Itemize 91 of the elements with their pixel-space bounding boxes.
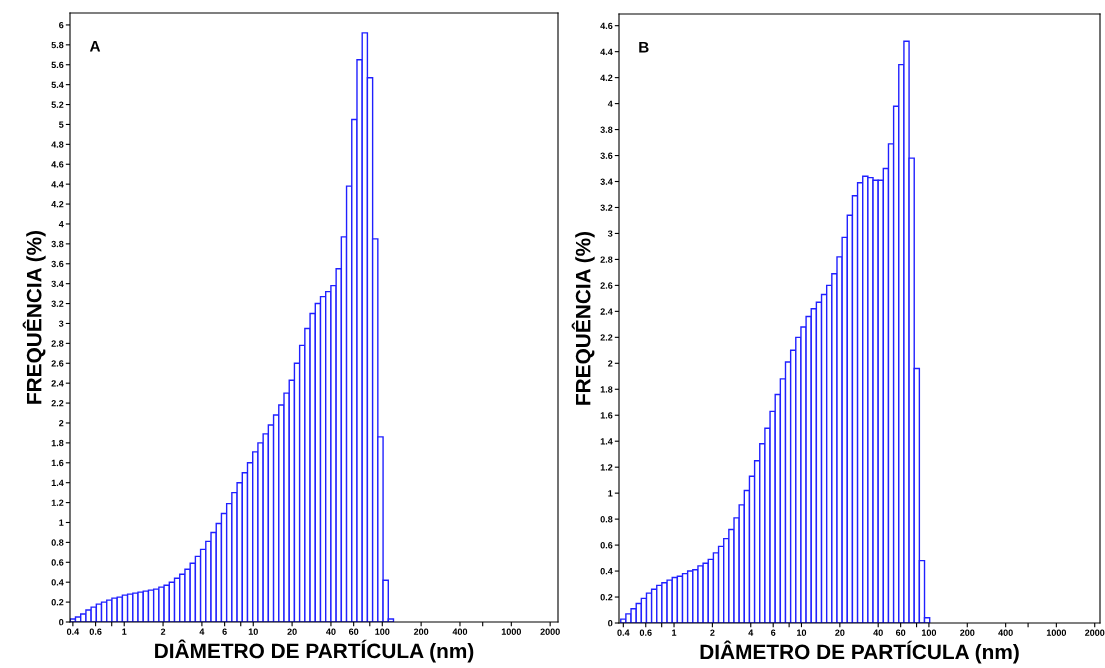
y-axis-title: FREQUÊNCIA (%) xyxy=(571,231,595,405)
y-tick-label: 0.4 xyxy=(600,568,613,575)
y-tick-label: 0.6 xyxy=(51,559,64,566)
y-tick-label: 2.4 xyxy=(51,380,64,387)
y-tick-label: 3 xyxy=(58,320,64,327)
y-tick-label: 3.6 xyxy=(51,260,64,268)
x-tick-label: 0.4 xyxy=(66,628,80,635)
y-tick-label: 2.2 xyxy=(51,400,64,407)
y-tick-label: 3.4 xyxy=(600,178,613,185)
y-tick-label: 4.4 xyxy=(51,181,64,188)
x-axis-title: DIÂMETRO DE PARTÍCULA (nm) xyxy=(700,640,1019,664)
y-tick-label: 0 xyxy=(59,618,64,626)
y-tick-label: 1.8 xyxy=(51,439,64,447)
y-tick-label: 1.4 xyxy=(600,438,613,445)
y-tick-label: 5.8 xyxy=(51,41,64,49)
y-tick-label: 3.2 xyxy=(600,204,613,211)
x-tick-label: 6 xyxy=(222,628,227,635)
y-tick-label: 6 xyxy=(59,21,64,29)
x-tick-label: 2000 xyxy=(1085,629,1105,636)
y-tick-label: 0.2 xyxy=(600,594,613,601)
y-tick-label: 1.6 xyxy=(600,412,613,419)
x-tick-label: 4 xyxy=(748,629,754,636)
y-axis-title: FREQUÊNCIA (%) xyxy=(22,230,46,404)
x-tick-label: 40 xyxy=(873,629,883,636)
x-tick-label: 20 xyxy=(287,628,297,635)
x-tick-label: 100 xyxy=(375,628,390,635)
x-tick-label: 200 xyxy=(960,629,975,636)
x-tick-label: 400 xyxy=(452,628,468,635)
x-tick-label: 4 xyxy=(199,628,205,635)
y-tick-label: 5 xyxy=(59,121,64,128)
y-tick-label: 3.8 xyxy=(600,126,613,133)
y-tick-label: 0.8 xyxy=(600,516,613,523)
y-tick-label: 4 xyxy=(58,221,64,228)
y-tick-label: 5.2 xyxy=(51,101,64,108)
y-tick-label: 4.8 xyxy=(51,141,64,148)
x-tick-label: 1000 xyxy=(1046,629,1067,636)
y-tick-label: 1.2 xyxy=(600,464,613,471)
x-tick-label: 40 xyxy=(326,628,336,635)
y-tick-label: 3.6 xyxy=(600,152,613,159)
x-tick-label: 400 xyxy=(998,629,1013,636)
y-tick-label: 1 xyxy=(608,490,613,497)
x-tick-label: 0.4 xyxy=(617,629,630,636)
y-tick-label: 1.2 xyxy=(51,499,64,506)
y-tick-label: 0.2 xyxy=(51,599,64,606)
y-tick-label: 0 xyxy=(608,619,613,627)
y-tick-label: 2 xyxy=(608,360,613,367)
annotation: A xyxy=(89,40,101,52)
y-tick-label: 4.2 xyxy=(600,74,613,81)
y-tick-label: 0.6 xyxy=(600,542,613,549)
x-tick-label: 20 xyxy=(835,629,845,636)
y-tick-label: 2.8 xyxy=(600,256,613,263)
y-tick-label: 4.2 xyxy=(51,201,64,208)
y-tick-label: 1.6 xyxy=(51,459,64,467)
x-axis-title: DIÂMETRO DE PARTÍCULA (nm) xyxy=(155,639,474,663)
x-tick-label: 0.6 xyxy=(639,629,652,636)
y-tick-label: 2 xyxy=(59,419,64,427)
y-tick-label: 2.4 xyxy=(600,308,613,315)
y-tick-label: 1.8 xyxy=(600,386,613,393)
y-tick-label: 4.6 xyxy=(51,161,64,168)
y-tick-label: 2.8 xyxy=(51,340,64,347)
x-tick-label: 60 xyxy=(895,629,906,636)
x-tick-label: 10 xyxy=(797,629,807,636)
x-tick-label: 60 xyxy=(348,628,359,635)
x-tick-label: 100 xyxy=(921,629,937,636)
y-tick-label: 1.4 xyxy=(51,479,64,486)
annotation: B xyxy=(639,41,649,53)
y-tick-label: 3.8 xyxy=(51,240,64,248)
x-tick-label: 2 xyxy=(160,628,166,635)
y-tick-label: 5.4 xyxy=(51,81,64,89)
y-tick-label: 0.8 xyxy=(51,539,64,546)
y-tick-label: 3.4 xyxy=(51,280,64,288)
x-tick-label: 2000 xyxy=(540,628,560,635)
y-tick-label: 4 xyxy=(607,100,613,107)
y-tick-label: 2.6 xyxy=(600,282,613,289)
y-tick-label: 2.2 xyxy=(600,334,613,341)
y-tick-label: 0.4 xyxy=(51,579,64,586)
x-tick-label: 1 xyxy=(672,629,677,636)
y-tick-label: 2.6 xyxy=(51,360,64,367)
y-tick-label: 3 xyxy=(607,230,613,237)
y-tick-label: 4.6 xyxy=(600,22,613,30)
x-tick-label: 2 xyxy=(710,629,715,636)
y-tick-label: 1 xyxy=(59,519,64,526)
x-tick-label: 1 xyxy=(122,628,127,635)
x-tick-label: 200 xyxy=(413,628,429,635)
x-tick-label: 1000 xyxy=(501,628,521,635)
x-tick-label: 10 xyxy=(248,628,258,635)
x-tick-label: 6 xyxy=(771,629,776,636)
y-tick-label: 3.2 xyxy=(51,300,64,307)
y-tick-label: 5.6 xyxy=(51,61,64,69)
x-tick-label: 0.6 xyxy=(89,628,102,635)
y-tick-label: 4.4 xyxy=(600,48,613,55)
